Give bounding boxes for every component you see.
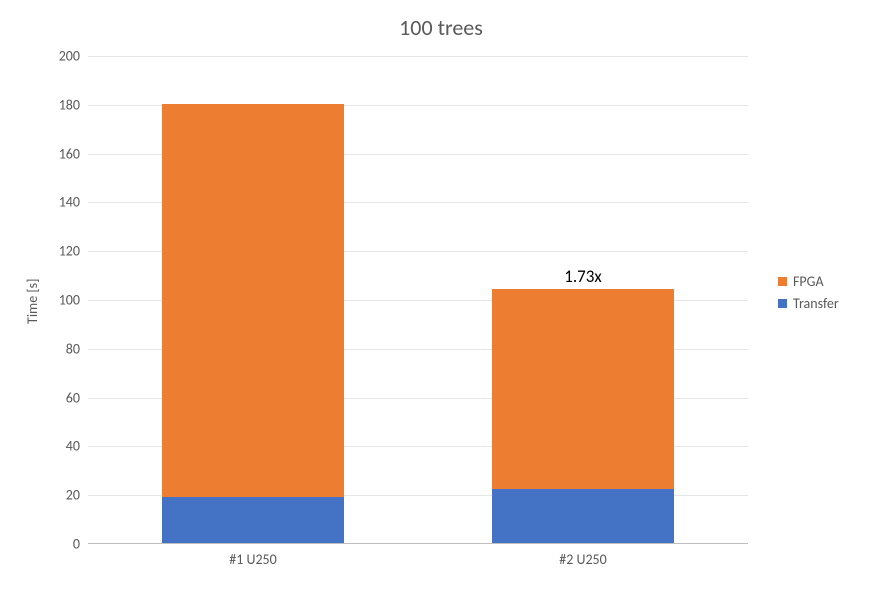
legend-item: FPGA <box>778 273 839 290</box>
legend-item: Transfer <box>778 295 839 312</box>
y-tick: 140 <box>59 194 80 211</box>
y-tick: 160 <box>59 145 80 162</box>
legend-swatch <box>778 299 787 308</box>
grid-line <box>88 56 748 57</box>
x-tick: #2 U250 <box>559 551 607 568</box>
legend: FPGA Transfer <box>778 268 839 317</box>
y-tick: 80 <box>66 340 80 357</box>
legend-label: FPGA <box>793 273 824 290</box>
bar-segment-fpga <box>162 104 344 497</box>
chart-title: 100 trees <box>0 14 882 41</box>
y-tick: 120 <box>59 243 80 260</box>
y-tick: 20 <box>66 487 80 504</box>
bar-segment-transfer <box>162 497 344 543</box>
x-tick: #1 U250 <box>229 551 277 568</box>
y-tick: 60 <box>66 389 80 406</box>
plot-area: 020406080100120140160180200#1 U250#2 U25… <box>88 56 748 544</box>
y-tick: 100 <box>59 292 80 309</box>
y-tick: 40 <box>66 438 80 455</box>
y-tick: 180 <box>59 96 80 113</box>
chart-container: 100 trees Time [s] 020406080100120140160… <box>0 0 882 612</box>
bar-segment-fpga <box>492 289 674 489</box>
bar-annotation: 1.73x <box>564 266 602 287</box>
legend-swatch <box>778 277 787 286</box>
y-tick: 0 <box>73 536 80 553</box>
bar-segment-transfer <box>492 489 674 543</box>
y-axis-label: Time [s] <box>24 279 41 324</box>
y-tick: 200 <box>59 48 80 65</box>
legend-label: Transfer <box>793 295 839 312</box>
